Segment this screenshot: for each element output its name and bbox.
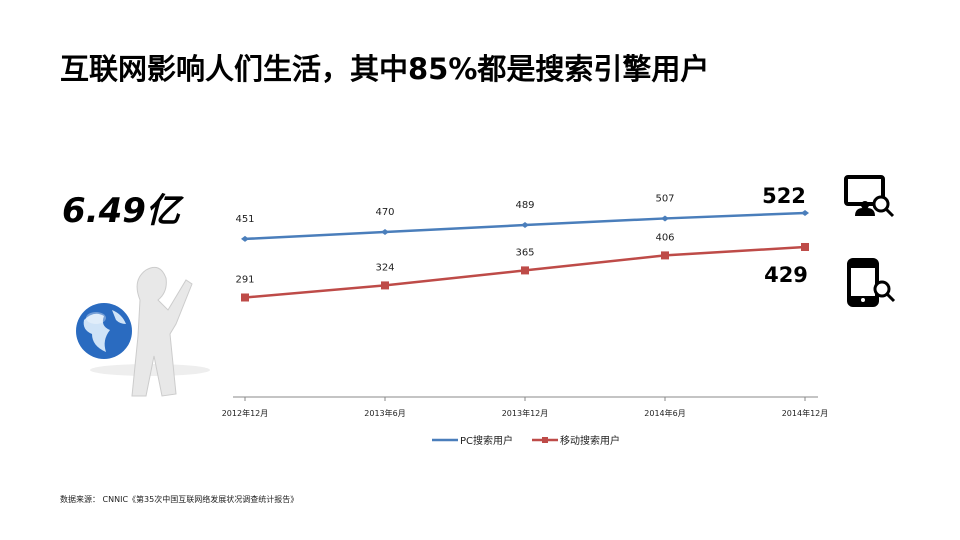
data-point: [521, 266, 529, 275]
source-note: 数据来源： CNNIC《第35次中国互联网络发展状况调查统计报告》: [60, 495, 299, 504]
data-label: 324: [375, 262, 394, 273]
legend-marker: [542, 437, 548, 443]
data-point: [801, 242, 809, 251]
monitor-search-icon: [844, 175, 895, 218]
data-label: 470: [375, 207, 394, 218]
data-label: 507: [655, 193, 674, 204]
data-point: [801, 209, 809, 216]
globe-person-icon: [76, 266, 210, 397]
page-title: 互联网影响人们生活，其中85%都是搜索引擎用户: [60, 52, 710, 86]
x-tick-label: 2012年12月: [222, 408, 269, 418]
legend-label: PC搜索用户: [460, 434, 513, 447]
data-point: [521, 222, 529, 229]
data-point: [381, 228, 389, 235]
end-value-label: 522: [762, 184, 806, 208]
data-point: [381, 281, 389, 290]
data-label: 489: [515, 200, 534, 211]
data-point: [661, 215, 669, 222]
phone-search-icon: [847, 258, 896, 307]
data-label: 291: [235, 274, 254, 285]
total-users-highlight: 6.49亿: [62, 191, 180, 231]
x-tick-label: 2013年12月: [502, 408, 549, 418]
data-point: [661, 251, 669, 260]
x-tick-label: 2014年6月: [644, 408, 685, 418]
data-label: 451: [235, 214, 254, 225]
data-point: [241, 293, 249, 302]
x-tick-label: 2013年6月: [364, 408, 405, 418]
data-point: [241, 235, 249, 242]
x-tick-label: 2014年12月: [782, 408, 829, 418]
data-label: 365: [515, 247, 534, 258]
end-value-label: 429: [764, 263, 808, 287]
legend-label: 移动搜索用户: [560, 434, 620, 447]
data-label: 406: [655, 232, 674, 243]
